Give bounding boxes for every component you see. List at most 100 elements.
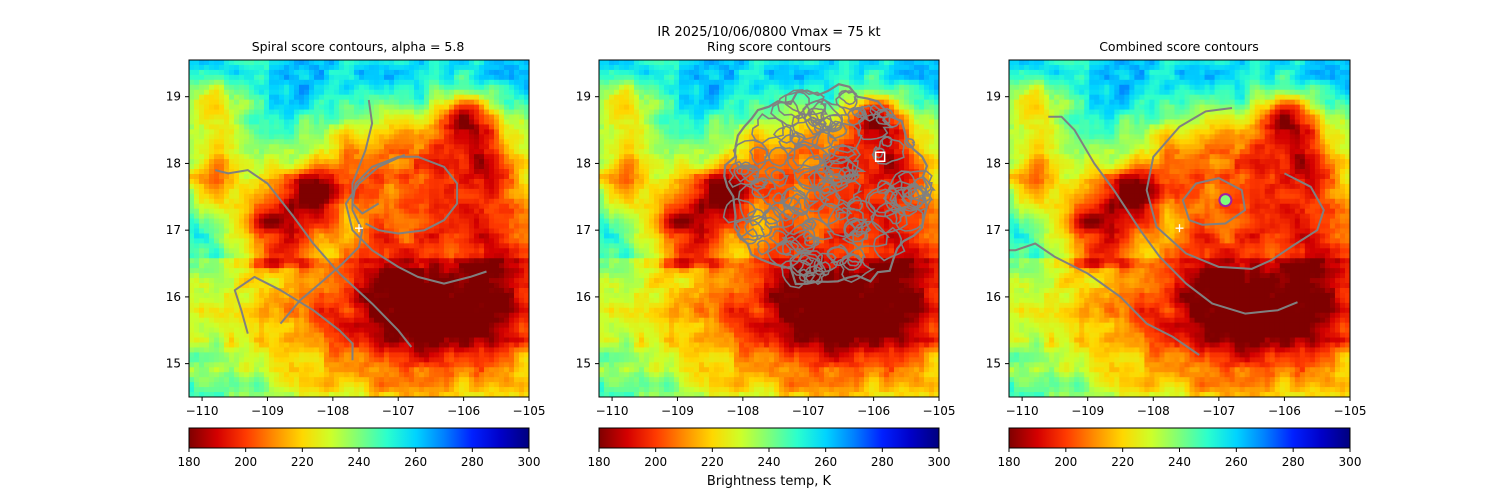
- x-tick-label: −109: [1071, 404, 1104, 418]
- axes-frame: [1008, 59, 1351, 398]
- panel-spiral-title: Spiral score contours, alpha = 5.8: [252, 39, 465, 54]
- colorbar-tick-label: 280: [1282, 455, 1305, 469]
- ring-contour: [722, 198, 757, 224]
- y-tick-label: 17: [166, 223, 181, 237]
- ring-contour: [844, 219, 865, 238]
- y-tick-label: 17: [576, 223, 591, 237]
- score-contour: [1048, 115, 1298, 315]
- y-tick-label: 19: [576, 90, 591, 104]
- ring-contour: [889, 182, 926, 212]
- ring-contour: [780, 185, 820, 215]
- ring-contour: [802, 97, 842, 136]
- x-tick-label: −108: [1137, 404, 1170, 418]
- panel-combined-title: Combined score contours: [1099, 39, 1259, 54]
- ring-contour: [740, 164, 760, 183]
- ring-score-contours: [722, 83, 936, 289]
- colorbar-label: Brightness temp, K: [707, 474, 832, 489]
- ring-contour: [802, 218, 817, 231]
- ring-contour: [857, 113, 894, 141]
- y-tick-label: 15: [576, 357, 591, 371]
- ring-contour: [841, 229, 869, 249]
- ring-contour: [889, 170, 918, 198]
- ring-contour: [822, 159, 855, 184]
- y-tick-label: 17: [986, 223, 1001, 237]
- colorbar-tick-label: 200: [234, 455, 257, 469]
- first-guess-marker: [1175, 224, 1184, 233]
- x-tick-label: −107: [1202, 404, 1235, 418]
- score-contour: [1009, 242, 1200, 356]
- ring-contour: [894, 205, 924, 232]
- ring-contour: [824, 145, 861, 178]
- ring-contour: [778, 133, 801, 151]
- x-tick-label: −106: [447, 404, 480, 418]
- colorbar-tick-label: 200: [1054, 455, 1077, 469]
- colorbar-tick-label: 300: [518, 455, 541, 469]
- panel-2: −110 −109 −108 −107 −106 −105 15 16 17 18 19 180 200…: [986, 59, 1367, 469]
- colorbar-0: 180 200 220 240 260 280 300: [178, 427, 541, 469]
- ring-contour: [855, 108, 867, 120]
- ring-contour: [775, 241, 794, 256]
- ring-contour: [772, 125, 796, 144]
- ring-contour: [884, 186, 914, 214]
- x-tick-label: −107: [382, 404, 415, 418]
- ring-contour: [838, 253, 876, 283]
- x-tick-label: −105: [923, 404, 956, 418]
- score-contour: [1145, 107, 1325, 270]
- best-center-marker: [874, 151, 886, 163]
- x-tick-label: −106: [857, 404, 890, 418]
- colorbar-tick-label: 180: [998, 455, 1021, 469]
- ring-contour: [875, 107, 894, 126]
- ring-contour: [749, 146, 771, 166]
- colorbar-tick-label: 220: [291, 455, 314, 469]
- y-tick-label: 19: [986, 90, 1001, 104]
- colorbar-tick-label: 300: [928, 455, 951, 469]
- x-tick-label: −110: [596, 404, 629, 418]
- y-tick-label: 18: [576, 156, 591, 170]
- ring-contour-boundary: [723, 83, 930, 286]
- ring-contour: [746, 208, 767, 227]
- ring-contour: [838, 89, 857, 106]
- brightness-heatmap: [189, 60, 529, 397]
- colorbar-2: 180 200 220 240 260 280 300: [998, 427, 1362, 469]
- ring-contour: [744, 214, 779, 238]
- panel-0: −110 −109 −108 −107 −106 −105 15 16 17 18 19 180 200…: [166, 59, 545, 469]
- ring-contour: [907, 175, 936, 204]
- colorbar-tick-label: 280: [871, 455, 894, 469]
- ring-contour: [804, 265, 828, 286]
- first-guess-marker: [355, 224, 363, 233]
- colorbar-gradient: [598, 427, 940, 449]
- ring-contour: [897, 169, 933, 201]
- ring-contour: [749, 177, 777, 199]
- y-tick-label: 15: [986, 357, 1001, 371]
- y-tick-label: 16: [576, 290, 591, 304]
- ring-contour: [756, 239, 771, 256]
- ring-contour: [803, 234, 817, 247]
- ring-contour: [873, 226, 906, 262]
- colorbar-tick-label: 240: [348, 455, 371, 469]
- colorbar-tick-label: 220: [1111, 455, 1134, 469]
- x-tick-label: −110: [186, 404, 219, 418]
- ring-contour: [770, 202, 798, 222]
- colorbar-1: 180 200 220 240 260 280 300: [588, 427, 951, 469]
- colorbar-tick-label: 200: [644, 455, 667, 469]
- y-tick-label: 16: [986, 290, 1001, 304]
- colorbar-tick-label: 280: [461, 455, 484, 469]
- colorbar-tick-label: 260: [1225, 455, 1248, 469]
- best-center-marker: [1218, 193, 1233, 208]
- ring-contour: [841, 252, 863, 271]
- ring-contour: [813, 252, 839, 273]
- ring-contour: [732, 139, 768, 173]
- ring-contour: [797, 256, 828, 285]
- ring-contour: [867, 188, 897, 214]
- x-tick-label: −105: [1334, 404, 1367, 418]
- y-tick-label: 18: [166, 156, 181, 170]
- ring-contour: [871, 145, 885, 159]
- x-tick-label: −108: [726, 404, 759, 418]
- y-tick-label: 19: [166, 90, 181, 104]
- ring-contour: [814, 152, 851, 180]
- ring-contour: [783, 221, 820, 254]
- colorbar-tick-label: 300: [1339, 455, 1362, 469]
- x-tick-label: −109: [251, 404, 284, 418]
- ring-contour: [844, 168, 861, 183]
- ring-contour: [770, 169, 789, 182]
